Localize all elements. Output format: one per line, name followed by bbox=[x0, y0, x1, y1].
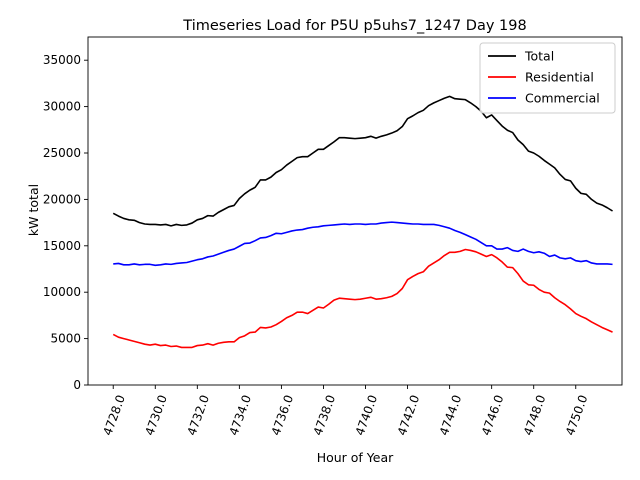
legend-label-total: Total bbox=[524, 49, 554, 64]
y-tick-label: 5000 bbox=[50, 332, 81, 346]
series-line-residential bbox=[112, 248, 613, 349]
y-tick-label: 20000 bbox=[43, 192, 81, 206]
legend-label-residential: Residential bbox=[525, 70, 594, 85]
y-tick-label: 30000 bbox=[43, 100, 81, 114]
y-tick-label: 35000 bbox=[43, 53, 81, 67]
legend: Total Residential Commercial bbox=[479, 42, 616, 114]
chart-title: Timeseries Load for P5U p5uhs7_1247 Day … bbox=[182, 18, 526, 34]
y-axis-label: kW total bbox=[26, 184, 41, 236]
series-layer bbox=[112, 95, 613, 349]
y-tick-label: 15000 bbox=[43, 239, 81, 253]
legend-box bbox=[479, 42, 616, 114]
plot-frame bbox=[87, 36, 623, 386]
y-tick-label: 25000 bbox=[43, 146, 81, 160]
series-line-total bbox=[112, 95, 613, 227]
y-tick-label: 10000 bbox=[43, 285, 81, 299]
y-tick-label: 0 bbox=[73, 378, 81, 392]
legend-label-commercial: Commercial bbox=[525, 91, 600, 106]
x-axis-label: Hour of Year bbox=[317, 450, 394, 465]
series-line-commercial bbox=[113, 221, 613, 267]
